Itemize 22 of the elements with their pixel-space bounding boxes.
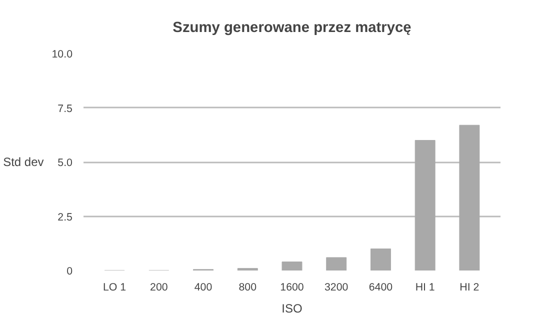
x-tick-label: 200 [150, 282, 168, 294]
bar [459, 124, 480, 270]
chart-title: Szumy generowane przez matrycę [172, 20, 412, 36]
bar [414, 140, 436, 270]
y-tick-label: 0 [66, 266, 73, 278]
x-tick-label: 6400 [368, 282, 393, 294]
x-tick-label: HI 2 [460, 282, 480, 294]
bar [370, 248, 391, 270]
y-tick-label: 10.0 [52, 48, 73, 60]
x-tick-label: 400 [194, 282, 212, 294]
x-tick-label: HI 1 [415, 282, 435, 294]
y-tick-label: 2.5 [58, 211, 73, 224]
x-tick-label: 1600 [280, 282, 304, 294]
y-tick-label: 7.5 [58, 102, 73, 115]
bar [282, 262, 302, 270]
x-axis-title: ISO [282, 302, 302, 316]
x-tick-label: 800 [238, 282, 257, 294]
bar [326, 257, 347, 270]
x-tick-label: 3200 [324, 282, 348, 294]
y-tick-label: 5.0 [58, 157, 73, 169]
y-axis-title: Std dev [3, 155, 44, 169]
x-tick-label: LO 1 [103, 282, 126, 294]
